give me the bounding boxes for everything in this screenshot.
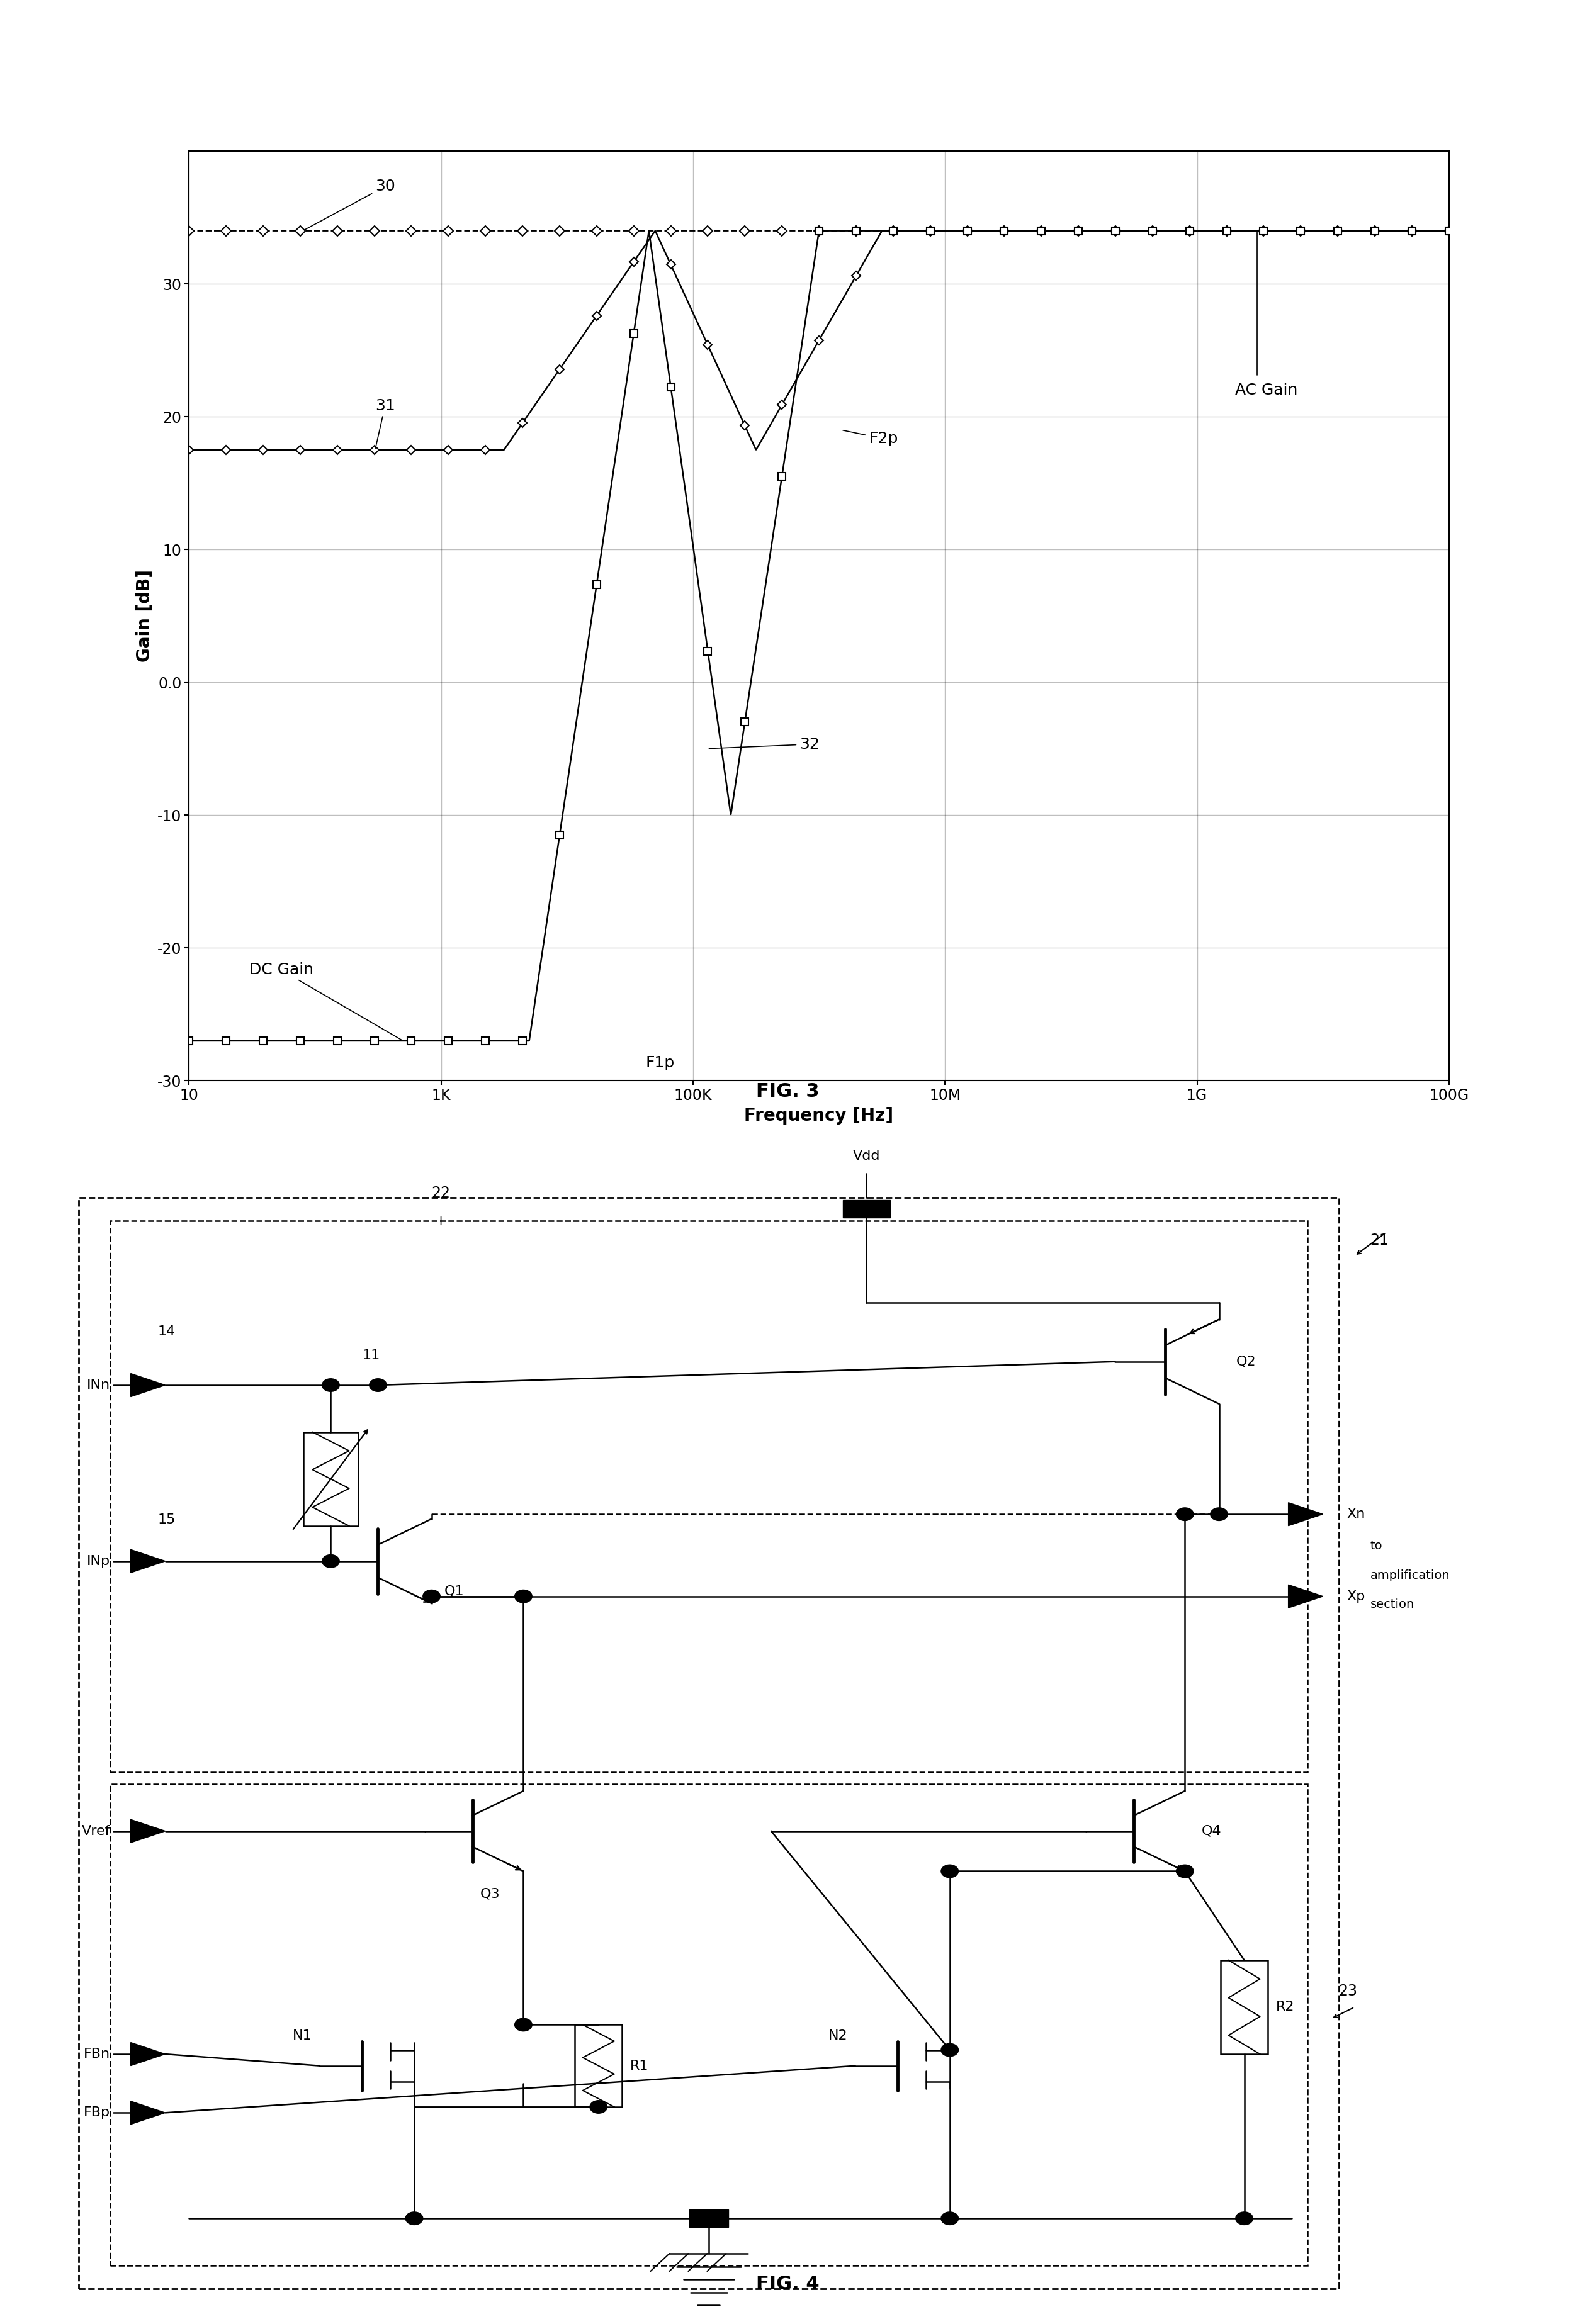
Polygon shape <box>1288 1585 1323 1608</box>
Text: 14: 14 <box>158 1325 175 1339</box>
Text: to: to <box>1370 1541 1383 1552</box>
Y-axis label: Gain [dB]: Gain [dB] <box>135 569 154 662</box>
Circle shape <box>1177 1864 1194 1878</box>
Text: 32: 32 <box>709 737 819 751</box>
Text: R2: R2 <box>1276 2001 1295 2013</box>
Text: DC Gain: DC Gain <box>249 962 402 1039</box>
Text: Vdd: Vdd <box>852 1150 880 1162</box>
Circle shape <box>369 1378 387 1392</box>
Circle shape <box>589 2101 606 2113</box>
Text: 23: 23 <box>1339 1982 1358 1999</box>
Text: Xn: Xn <box>1347 1508 1366 1520</box>
Polygon shape <box>1288 1504 1323 1527</box>
Polygon shape <box>131 1820 165 1843</box>
Text: FBn: FBn <box>83 2047 110 2061</box>
Polygon shape <box>131 1373 165 1397</box>
Polygon shape <box>131 1550 165 1573</box>
Bar <box>575 2024 622 2108</box>
Bar <box>1221 1959 1268 2054</box>
Circle shape <box>940 2212 958 2224</box>
Circle shape <box>701 2212 718 2224</box>
Text: Vref: Vref <box>82 1824 110 1838</box>
Circle shape <box>515 1590 532 1604</box>
Text: F2p: F2p <box>843 430 898 446</box>
X-axis label: Frequency [Hz]: Frequency [Hz] <box>745 1106 893 1125</box>
Circle shape <box>940 1864 958 1878</box>
Polygon shape <box>131 2101 165 2124</box>
Bar <box>690 2210 728 2226</box>
Text: N2: N2 <box>828 2029 847 2043</box>
Text: Q1: Q1 <box>444 1585 465 1597</box>
Bar <box>110 1220 1307 1773</box>
Text: 21: 21 <box>1370 1232 1389 1248</box>
Text: FBp: FBp <box>83 2106 110 2119</box>
Circle shape <box>405 2212 422 2224</box>
Text: 22: 22 <box>432 1185 450 1202</box>
Text: Q4: Q4 <box>1202 1824 1222 1838</box>
Circle shape <box>422 1590 441 1604</box>
Text: R1: R1 <box>630 2059 649 2073</box>
Text: 15: 15 <box>158 1513 175 1527</box>
Circle shape <box>1210 1508 1228 1520</box>
Bar <box>110 1785 1307 2266</box>
Text: INn: INn <box>87 1378 110 1392</box>
Polygon shape <box>131 2043 165 2066</box>
Circle shape <box>1235 2212 1254 2224</box>
Circle shape <box>1177 1508 1194 1520</box>
Text: INp: INp <box>87 1555 110 1566</box>
Circle shape <box>321 1378 339 1392</box>
Bar <box>302 1432 358 1527</box>
Text: 31: 31 <box>375 397 395 449</box>
Text: F1p: F1p <box>646 1055 674 1071</box>
Text: AC Gain: AC Gain <box>1235 383 1298 397</box>
Circle shape <box>321 1555 339 1569</box>
Text: Q3: Q3 <box>480 1887 501 1901</box>
Circle shape <box>515 2017 532 2031</box>
Bar <box>843 1199 890 1218</box>
Text: amplification: amplification <box>1370 1569 1451 1580</box>
Text: section: section <box>1370 1599 1414 1611</box>
Text: FIG. 4: FIG. 4 <box>756 2275 819 2294</box>
Text: FIG. 3: FIG. 3 <box>756 1083 819 1102</box>
Bar <box>79 1197 1339 2289</box>
Text: Q2: Q2 <box>1236 1355 1257 1369</box>
Text: 11: 11 <box>362 1348 380 1362</box>
Text: 30: 30 <box>304 179 395 230</box>
Text: N1: N1 <box>293 2029 312 2043</box>
Circle shape <box>940 2043 958 2057</box>
Text: Xp: Xp <box>1347 1590 1366 1604</box>
